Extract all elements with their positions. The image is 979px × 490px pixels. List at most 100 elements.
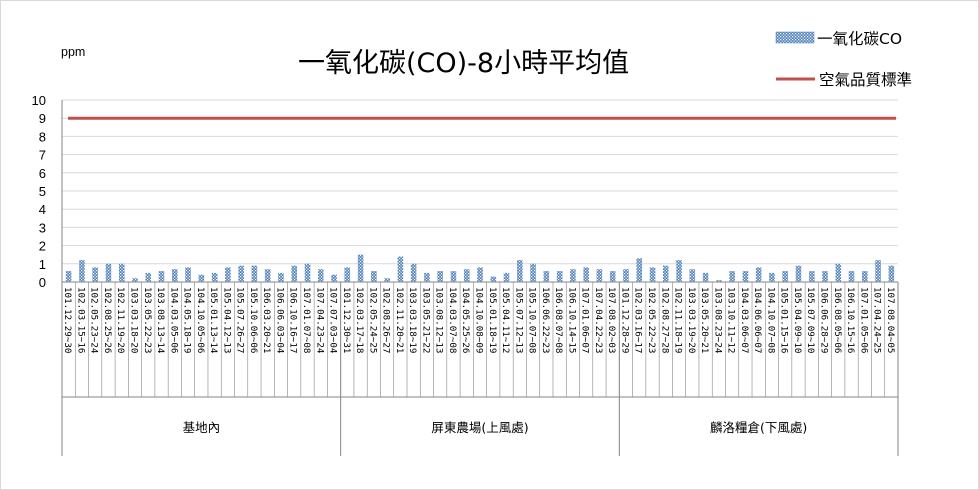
x-tick-label: 106.06.22~23 [540,287,551,353]
y-axis-tick-labels: 0 1 2 3 4 5 6 7 8 9 10 [32,93,46,290]
co-bar [132,278,138,282]
co-bar [570,269,576,282]
x-tick-label: 102.03.16~17 [633,287,644,353]
y-tick-label: 1 [39,257,46,272]
x-tick-label: 102.11.19~20 [115,287,126,353]
co-bar [397,256,404,282]
group-axis: 基地內 屏東農場(上風處) 麟洛糧倉(下風處) [61,281,899,456]
y-tick-label: 4 [39,202,46,217]
co-bar [92,267,98,282]
x-tick-label: 104.03.05~06 [168,287,179,353]
x-tick-label: 106.08.07~08 [553,287,564,353]
co-bar [822,271,828,282]
co-bar [118,263,125,282]
co-bar [875,260,881,282]
y-tick-label: 2 [39,239,46,254]
x-tick-label: 105.04.12~13 [221,287,232,353]
co-bar [543,271,550,282]
y-tick-label: 5 [39,184,46,199]
co-bar [317,269,324,282]
y-tick-label: 10 [32,93,46,108]
x-tick-label: 104.03.06~07 [739,287,750,353]
x-tick-label: 106.06.28~29 [819,287,830,353]
x-axis-tick-labels: 101.12.29~30 102.03.15~16 102.05.23~24 102.… [62,287,896,354]
y-tick-label: 7 [39,148,46,163]
co-bar [649,267,656,282]
x-tick-label: 102.11.18~19 [673,287,684,353]
x-tick-label: 105.07.26~27 [235,287,246,353]
co-bar [530,263,536,282]
x-tick-label: 103.05.20~21 [699,287,710,353]
co-bar [304,263,311,282]
x-tick-label: 105.01.13~14 [208,287,219,354]
co-bar [344,267,351,282]
co-bar [384,278,390,282]
x-tick-label: 106.06.03~04 [274,287,285,354]
y-tick-label: 9 [39,111,46,126]
x-tick-label: 106.08.05~06 [832,287,843,353]
co-bar [437,271,443,282]
co-bar [490,276,497,282]
x-tick-label: 102.08.27~28 [659,287,670,353]
legend-co-label: 一氧化碳CO [817,30,902,48]
co-bar [583,267,589,282]
co-bar [291,265,298,282]
x-tick-label: 103.08.13~14 [155,287,166,354]
co-bar [185,267,191,282]
co-bar [424,272,430,282]
x-tick-label: 103.08.23~24 [712,287,723,354]
co-bar [225,267,231,282]
x-tick-label: 107.01.05~06 [858,287,869,353]
x-tick-label: 104.10.08~09 [474,287,485,353]
x-tick-label: 107.08.04~05 [885,287,896,353]
x-tick-label: 105.07.09~10 [805,287,816,353]
x-tick-label: 107.08.02~03 [606,287,617,353]
co-bar [65,271,72,282]
x-tick-label: 102.11.20~21 [394,287,405,353]
co-bar [79,260,85,282]
x-tick-label: 104.10.05~06 [195,287,206,353]
x-tick-label: 104.05.18~19 [182,287,193,353]
x-tick-label: 102.05.23~24 [89,287,100,354]
legend: 一氧化碳CO 空氣品質標準 [775,30,912,89]
x-tick-label: 102.05.22~23 [646,287,657,353]
x-tick-label: 104.06.06~07 [752,287,763,353]
co-bar [517,260,523,282]
co-bar [105,263,112,282]
x-tick-label: 103.10.11~12 [726,287,737,353]
co-bar [596,269,603,282]
x-tick-label: 101.12.30~31 [341,287,352,353]
unit-label: ppm [61,45,85,59]
x-tick-label: 102.08.25~26 [102,287,113,353]
co-bar [848,271,855,282]
x-tick-label: 107.04.23~24 [314,287,325,354]
x-tick-label: 104.10.07~08 [765,287,776,353]
co-bar [238,265,244,282]
x-tick-label: 102.05.24~25 [367,287,378,353]
x-tick-label: 101.12.28~29 [619,287,630,353]
x-tick-label: 106.10.15~16 [845,287,856,353]
co-bar [609,271,616,282]
x-tick-label: 106.10.16~17 [288,287,299,353]
co-bar [782,271,788,282]
co-bar [477,267,483,282]
co-bar [503,272,510,282]
co-bar [251,265,258,282]
y-tick-label: 8 [39,129,46,144]
legend-bar-swatch [775,31,815,44]
x-tick-label: 102.03.15~16 [75,287,86,353]
co-bar [450,271,457,282]
co-bar [172,269,178,282]
x-tick-label: 103.08.12~13 [434,287,445,353]
co-bar [211,272,218,282]
co-bar [357,254,364,282]
x-tick-label: 101.12.29~30 [62,287,73,353]
group-label: 屏東農場(上風處) [431,420,528,435]
y-tick-label: 6 [39,166,46,181]
co-bar [702,272,709,282]
x-tick-label: 107.04.24~25 [872,287,883,353]
x-tick-label: 106.03.20~21 [261,287,272,353]
co-bar [662,265,669,282]
